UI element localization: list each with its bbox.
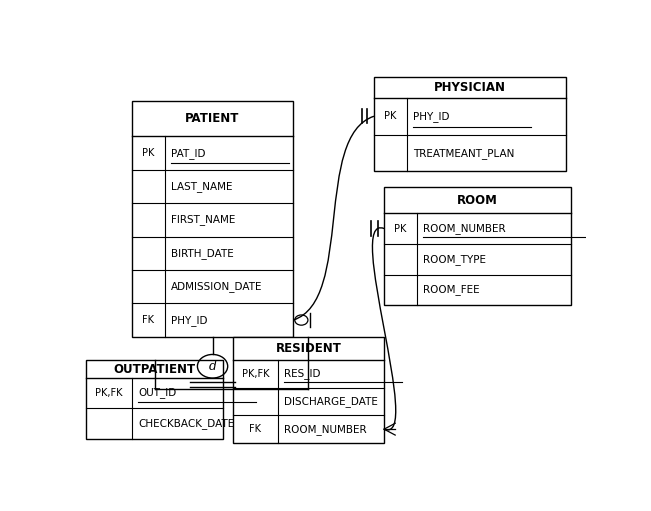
Text: OUT_ID: OUT_ID [138, 387, 176, 399]
Text: PK,FK: PK,FK [96, 388, 123, 398]
Text: PHY_ID: PHY_ID [413, 111, 449, 122]
Bar [132, 101, 293, 337]
Text: RESIDENT: RESIDENT [275, 342, 341, 355]
Text: FIRST_NAME: FIRST_NAME [171, 215, 235, 225]
Text: PAT_ID: PAT_ID [171, 148, 205, 158]
Text: ROOM_FEE: ROOM_FEE [423, 285, 480, 295]
Bar [233, 337, 384, 443]
Bar [87, 360, 223, 439]
Text: DISCHARGE_DATE: DISCHARGE_DATE [284, 396, 378, 407]
Text: ROOM_NUMBER: ROOM_NUMBER [423, 223, 506, 234]
Text: PHYSICIAN: PHYSICIAN [434, 81, 506, 94]
Text: BIRTH_DATE: BIRTH_DATE [171, 248, 234, 259]
Bar [384, 187, 571, 305]
Text: LAST_NAME: LAST_NAME [171, 181, 232, 192]
Text: PHY_ID: PHY_ID [171, 315, 207, 326]
Bar [374, 77, 566, 172]
Text: CHECKBACK_DATE: CHECKBACK_DATE [138, 418, 234, 429]
Text: d: d [208, 360, 217, 373]
Text: PATIENT: PATIENT [186, 112, 240, 125]
Text: FK: FK [142, 315, 154, 325]
Text: PK: PK [384, 111, 396, 121]
Text: TREATMEANT_PLAN: TREATMEANT_PLAN [413, 148, 514, 158]
Text: ROOM: ROOM [457, 194, 498, 207]
Text: ADMISSION_DATE: ADMISSION_DATE [171, 281, 262, 292]
Text: OUTPATIENT: OUTPATIENT [113, 362, 195, 376]
Text: PK: PK [395, 223, 407, 234]
Text: ROOM_TYPE: ROOM_TYPE [423, 254, 486, 265]
Text: PK,FK: PK,FK [242, 369, 269, 379]
Text: RES_ID: RES_ID [284, 368, 321, 379]
Text: ROOM_NUMBER: ROOM_NUMBER [284, 424, 367, 435]
Text: PK: PK [142, 148, 154, 158]
Text: FK: FK [249, 424, 262, 434]
